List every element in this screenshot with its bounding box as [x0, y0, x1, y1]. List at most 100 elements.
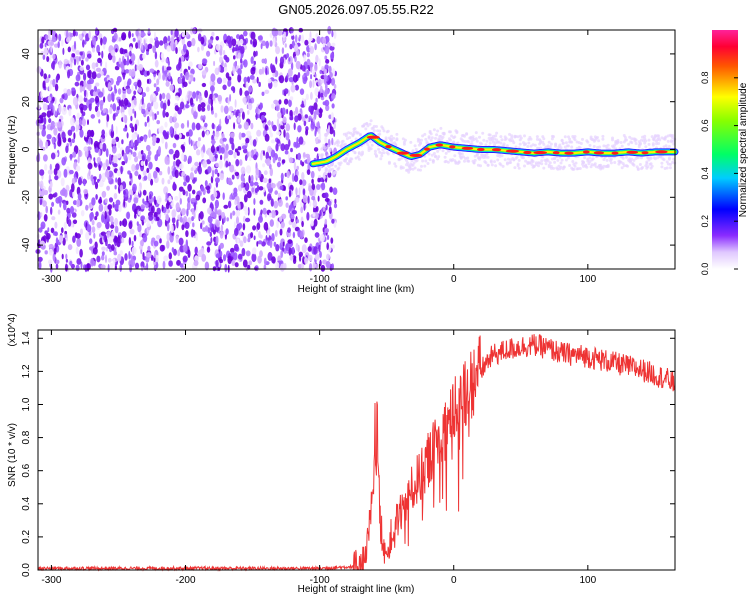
halo-cell — [419, 142, 422, 145]
halo-cell — [367, 149, 371, 152]
noise-cell — [245, 217, 251, 223]
noise-cell — [188, 77, 191, 82]
halo-cell — [509, 161, 513, 164]
noise-cell — [188, 136, 191, 145]
halo-cell — [493, 143, 496, 147]
noise-cell — [253, 50, 257, 58]
noise-cell — [168, 148, 174, 155]
halo-cell — [479, 164, 482, 168]
x-tick-label: -200 — [176, 274, 196, 285]
halo-cell — [325, 167, 329, 171]
noise-cell — [134, 208, 139, 215]
noise-cell — [159, 93, 162, 102]
noise-cell — [199, 211, 204, 220]
noise-cell — [94, 105, 99, 113]
noise-cell — [67, 244, 73, 251]
halo-cell — [542, 137, 546, 141]
noise-cell — [148, 214, 154, 221]
noise-cell — [123, 127, 128, 132]
noise-cell — [222, 137, 227, 142]
halo-cell — [609, 161, 613, 165]
noise-cell — [146, 144, 151, 152]
halo-cell — [558, 143, 562, 147]
halo-cell — [436, 149, 440, 153]
spectrogram-y-label: Frequency (Hz) — [7, 116, 18, 185]
noise-cell — [181, 152, 185, 161]
halo-cell — [432, 152, 436, 155]
noise-cell — [48, 193, 53, 200]
noise-cell — [141, 218, 145, 226]
halo-cell — [393, 162, 397, 166]
noise-cell — [303, 188, 305, 196]
noise-cell — [146, 51, 149, 56]
noise-cell — [147, 172, 152, 182]
noise-cell — [291, 222, 297, 229]
halo-cell — [446, 160, 450, 164]
noise-cell — [227, 255, 232, 265]
noise-cell — [250, 67, 256, 75]
halo-cell — [328, 168, 332, 172]
halo-cell — [481, 131, 485, 135]
noise-cell — [110, 129, 115, 139]
noise-cell — [39, 169, 45, 176]
noise-cell — [100, 231, 106, 236]
noise-cell — [86, 53, 92, 59]
noise-cell — [201, 130, 205, 138]
noise-cell — [132, 151, 137, 157]
noise-cell — [277, 156, 282, 162]
colorbar-tick-label: 0.0 — [700, 263, 710, 276]
noise-cell — [83, 178, 86, 187]
noise-cell — [76, 198, 81, 208]
halo-cell — [416, 168, 420, 172]
halo-cell — [484, 155, 488, 159]
noise-cell — [263, 264, 267, 270]
noise-cell — [265, 151, 270, 161]
halo-cell — [495, 131, 499, 135]
noise-cell — [181, 208, 186, 216]
noise-cell — [242, 215, 246, 223]
noise-cell — [80, 107, 84, 114]
noise-cell — [141, 96, 144, 105]
noise-cell — [306, 52, 310, 58]
noise-cell — [121, 161, 126, 166]
noise-cell — [81, 86, 86, 92]
noise-cell — [139, 64, 144, 71]
noise-cell — [154, 199, 157, 205]
halo-cell — [560, 158, 564, 162]
noise-cell — [260, 151, 263, 161]
noise-cell — [304, 257, 309, 265]
noise-cell — [189, 97, 194, 106]
noise-cell — [70, 61, 73, 68]
halo-cell — [453, 135, 457, 139]
noise-cell — [47, 259, 53, 265]
noise-cell — [253, 235, 256, 241]
noise-cell — [104, 170, 110, 178]
ridge-peak — [564, 151, 574, 155]
noise-cell — [61, 227, 64, 234]
noise-cell — [331, 263, 335, 271]
noise-cell — [227, 76, 232, 81]
noise-cell — [66, 88, 72, 96]
noise-cell — [202, 115, 206, 121]
spectrogram-heatmap — [35, 25, 679, 273]
noise-cell — [210, 237, 213, 244]
noise-cell — [123, 198, 126, 208]
noise-cell — [319, 234, 325, 242]
ridge-peak — [366, 135, 380, 139]
noise-cell — [129, 172, 133, 179]
halo-cell — [369, 119, 373, 123]
noise-cell — [63, 58, 69, 65]
halo-cell — [524, 142, 528, 146]
noise-cell — [174, 105, 179, 112]
noise-cell — [214, 206, 218, 215]
halo-cell — [609, 157, 613, 161]
noise-cell — [315, 97, 318, 103]
noise-cell — [306, 70, 310, 77]
noise-cell — [289, 96, 294, 101]
noise-cell — [104, 210, 107, 220]
noise-cell — [50, 41, 54, 46]
noise-cell — [121, 237, 125, 244]
noise-cell — [62, 47, 65, 56]
noise-cell — [245, 165, 252, 174]
